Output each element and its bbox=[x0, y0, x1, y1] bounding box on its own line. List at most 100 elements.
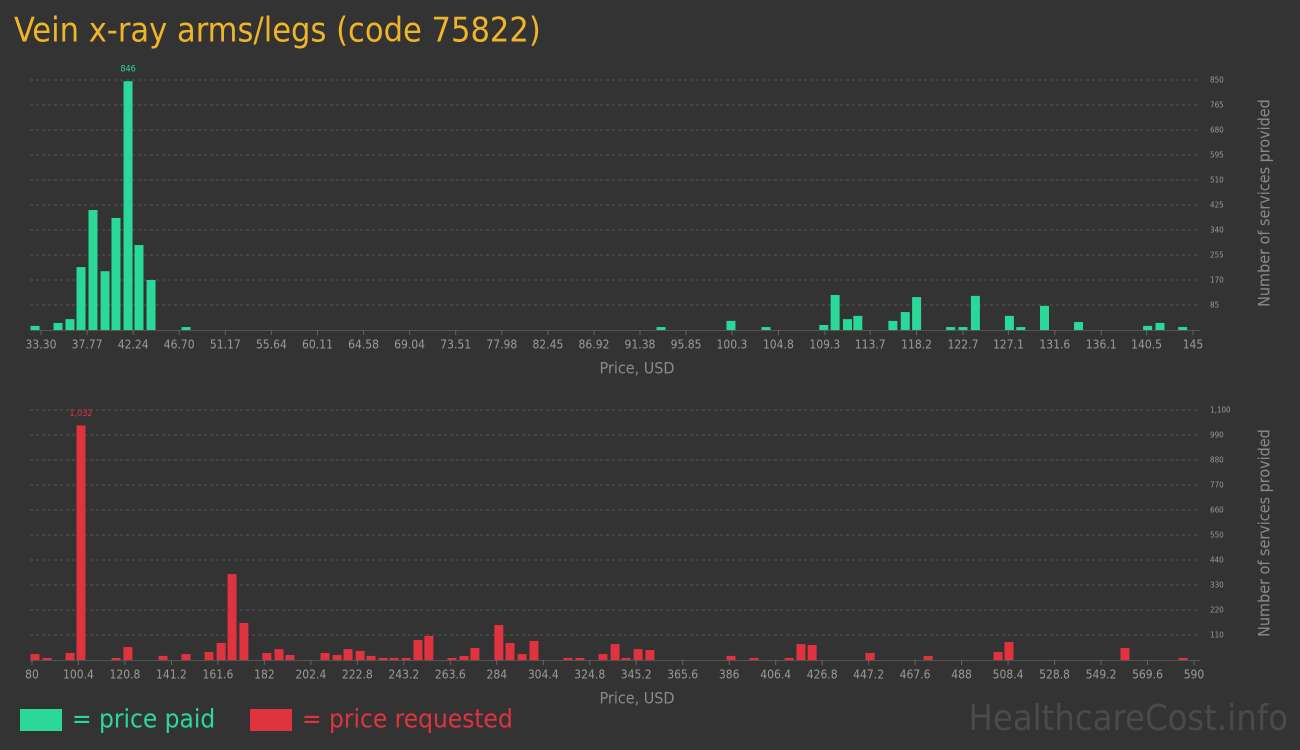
bar bbox=[332, 655, 342, 660]
bar bbox=[761, 327, 771, 330]
bar bbox=[923, 655, 933, 660]
bar bbox=[459, 655, 469, 660]
x-tick-label: 86.92 bbox=[579, 338, 610, 352]
y-tick-label: 340 bbox=[1210, 226, 1224, 235]
bar bbox=[262, 652, 272, 660]
x-tick-label: 284 bbox=[486, 668, 507, 682]
data-label: 1,032 bbox=[69, 409, 92, 419]
bar bbox=[830, 295, 840, 330]
y-axis-label: Number of services provided bbox=[1255, 99, 1274, 307]
y-tick-label: 595 bbox=[1210, 151, 1224, 160]
bar bbox=[204, 652, 214, 660]
x-axis-label: Price, USD bbox=[600, 359, 675, 378]
bar bbox=[563, 657, 573, 660]
bar bbox=[853, 315, 863, 330]
bar bbox=[76, 267, 86, 330]
x-tick-label: 590 bbox=[1184, 668, 1205, 682]
bar bbox=[146, 280, 156, 330]
bar bbox=[285, 655, 295, 660]
y-tick-label: 220 bbox=[1210, 606, 1224, 615]
bar bbox=[796, 644, 806, 660]
chart-title: Vein x-ray arms/legs (code 75822) bbox=[14, 11, 541, 51]
bar bbox=[100, 271, 110, 330]
bar bbox=[65, 652, 75, 660]
x-tick-label: 222.8 bbox=[342, 668, 373, 682]
y-tick-label: 440 bbox=[1210, 556, 1224, 565]
bar bbox=[958, 327, 968, 330]
bar bbox=[912, 297, 922, 330]
bar bbox=[784, 657, 794, 660]
x-tick-label: 77.98 bbox=[486, 338, 517, 352]
x-tick-label: 51.17 bbox=[210, 338, 241, 352]
legend-swatch bbox=[250, 709, 292, 731]
y-tick-label: 510 bbox=[1210, 176, 1224, 185]
bar bbox=[993, 652, 1003, 660]
bar bbox=[181, 327, 191, 330]
y-tick-label: 765 bbox=[1210, 101, 1224, 110]
bar bbox=[123, 647, 133, 660]
x-tick-label: 569.6 bbox=[1132, 668, 1163, 682]
bar bbox=[494, 625, 504, 660]
bar bbox=[42, 657, 52, 660]
bar bbox=[888, 320, 898, 330]
bar bbox=[320, 652, 330, 660]
bar bbox=[1155, 322, 1165, 330]
bar bbox=[517, 654, 527, 660]
x-tick-label: 33.30 bbox=[26, 338, 57, 352]
bar bbox=[1178, 327, 1188, 330]
bar bbox=[598, 654, 608, 660]
x-tick-label: 140.5 bbox=[1131, 338, 1162, 352]
x-tick-label: 467.6 bbox=[900, 668, 931, 682]
bar bbox=[134, 245, 144, 330]
bar bbox=[656, 327, 666, 330]
legend-label: = price requested bbox=[302, 705, 513, 735]
x-tick-label: 46.70 bbox=[164, 338, 195, 352]
x-tick-label: 304.4 bbox=[528, 668, 559, 682]
bar bbox=[1074, 322, 1084, 330]
bar bbox=[413, 640, 423, 660]
x-tick-label: 55.64 bbox=[256, 338, 287, 352]
y-tick-label: 330 bbox=[1210, 581, 1224, 590]
bar bbox=[216, 642, 226, 660]
x-tick-label: 104.8 bbox=[763, 338, 794, 352]
bar bbox=[819, 325, 829, 330]
bar bbox=[65, 319, 75, 330]
x-tick-label: 528.8 bbox=[1039, 668, 1070, 682]
x-tick-label: 120.8 bbox=[110, 668, 141, 682]
y-tick-label: 1,100 bbox=[1210, 406, 1231, 415]
x-tick-label: 488 bbox=[951, 668, 972, 682]
bar bbox=[1004, 315, 1014, 330]
bar bbox=[227, 574, 237, 660]
x-tick-label: 37.77 bbox=[72, 338, 103, 352]
bar bbox=[30, 654, 40, 660]
y-tick-label: 850 bbox=[1210, 76, 1224, 85]
bar bbox=[401, 657, 411, 660]
bar bbox=[355, 650, 365, 660]
bar bbox=[389, 657, 399, 660]
x-tick-label: 447.2 bbox=[853, 668, 884, 682]
bar bbox=[274, 649, 284, 660]
bar bbox=[378, 657, 388, 660]
x-tick-label: 508.4 bbox=[993, 668, 1024, 682]
x-tick-label: 42.24 bbox=[118, 338, 149, 352]
bar bbox=[1178, 657, 1188, 660]
bar bbox=[621, 657, 631, 660]
x-tick-label: 365.6 bbox=[667, 668, 698, 682]
x-tick-label: 426.8 bbox=[807, 668, 838, 682]
bar bbox=[1143, 325, 1153, 330]
y-axis-label: Number of services provided bbox=[1255, 429, 1274, 637]
x-tick-label: 131.6 bbox=[1039, 338, 1070, 352]
bar bbox=[343, 649, 353, 660]
x-tick-label: 91.38 bbox=[625, 338, 656, 352]
x-tick-label: 263.6 bbox=[435, 668, 466, 682]
bar bbox=[1016, 327, 1026, 330]
x-tick-label: 82.45 bbox=[532, 338, 563, 352]
data-label: 846 bbox=[120, 65, 135, 75]
watermark: HealthcareCost.info bbox=[969, 698, 1288, 739]
y-tick-label: 170 bbox=[1210, 276, 1224, 285]
y-tick-label: 880 bbox=[1210, 456, 1224, 465]
x-tick-label: 182 bbox=[254, 668, 275, 682]
bar bbox=[424, 635, 434, 660]
